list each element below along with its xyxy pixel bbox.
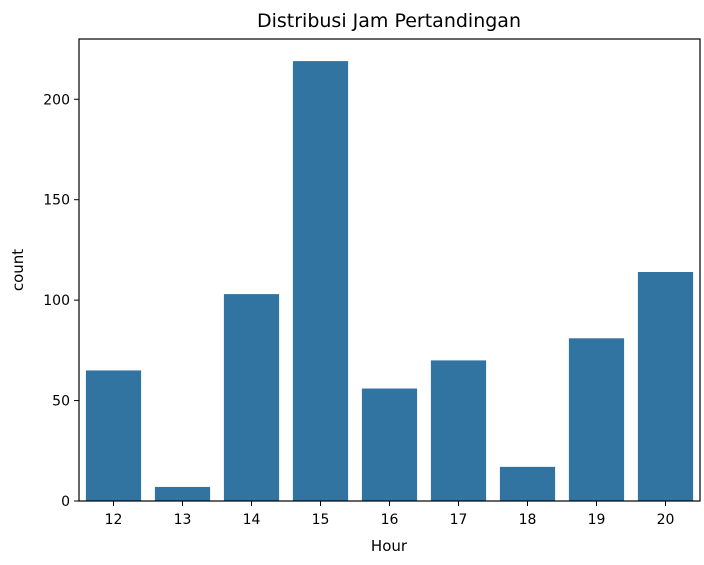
- x-tick-label-13: 13: [174, 512, 192, 528]
- x-axis-label: Hour: [371, 537, 408, 555]
- y-axis-ticks: 0 50 100 150 200: [43, 92, 79, 510]
- bar-20: [637, 272, 694, 501]
- bar-17: [430, 360, 487, 501]
- bar-12: [85, 370, 142, 501]
- y-axis-label: count: [9, 249, 27, 291]
- x-axis-ticks: 12 13 14 15 16 17 18 19 20: [105, 501, 675, 528]
- bar-18: [499, 466, 556, 501]
- bar-15: [292, 61, 349, 502]
- y-tick-label-150: 150: [43, 193, 70, 209]
- x-tick-label-18: 18: [519, 512, 537, 528]
- y-tick-label-200: 200: [43, 92, 70, 108]
- x-tick-label-17: 17: [450, 512, 468, 528]
- bar-14: [223, 294, 280, 501]
- x-tick-label-12: 12: [105, 512, 123, 528]
- bars-group: [85, 61, 694, 502]
- chart-title: Distribusi Jam Pertandingan: [257, 10, 521, 32]
- y-tick-label-0: 0: [61, 494, 70, 510]
- bar-16: [361, 388, 418, 501]
- x-tick-label-16: 16: [381, 512, 399, 528]
- y-tick-label-100: 100: [43, 293, 70, 309]
- bar-13: [154, 486, 211, 501]
- y-tick-label-50: 50: [52, 394, 70, 410]
- x-tick-label-19: 19: [588, 512, 606, 528]
- x-tick-label-14: 14: [243, 512, 261, 528]
- x-tick-label-20: 20: [657, 512, 675, 528]
- bar-19: [568, 338, 625, 501]
- x-tick-label-15: 15: [312, 512, 330, 528]
